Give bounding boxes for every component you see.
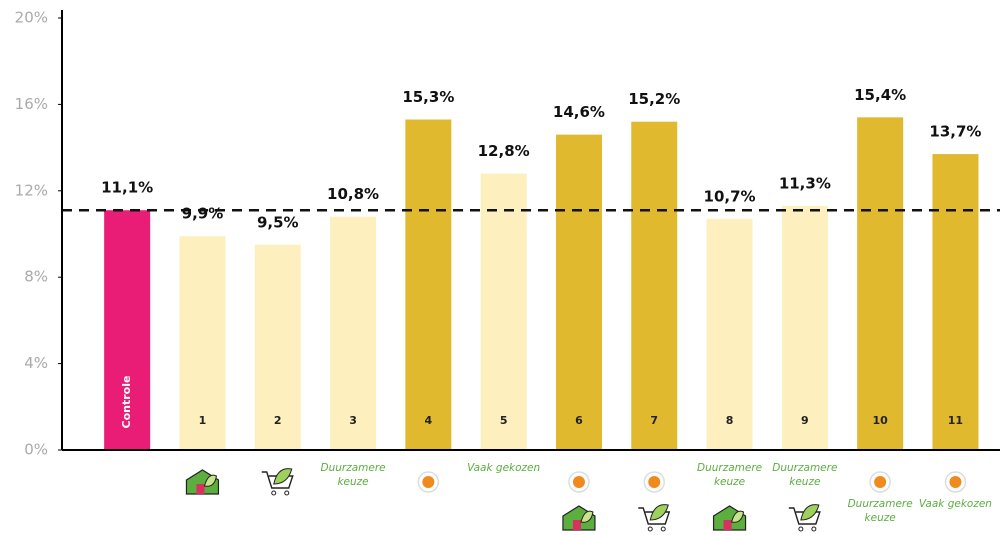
bar [706, 218, 753, 450]
value-label: 10,7% [704, 187, 756, 205]
cart-wheel [811, 526, 817, 532]
icon-cart [261, 468, 294, 496]
house-leaf [580, 510, 594, 523]
bar [480, 173, 527, 450]
icon-cart [788, 504, 821, 532]
house-leaf [203, 474, 218, 487]
cart-wheel [798, 526, 804, 532]
bar [405, 119, 452, 451]
bar-label: 6 [575, 414, 583, 427]
bar-note: Duurzamere keuze [772, 462, 838, 488]
value-label: 11,3% [779, 174, 831, 192]
bar-label: 4 [425, 414, 433, 427]
value-label: 14,6% [553, 103, 605, 121]
bar [330, 216, 377, 450]
icon-cart [638, 504, 671, 532]
bar-label: 5 [500, 414, 508, 427]
icon-dot [944, 471, 967, 493]
value-label: 15,3% [402, 88, 454, 106]
bar-note: Duurzamere keuze [696, 462, 763, 488]
icon-dot [643, 471, 665, 493]
bar-label: 10 [872, 414, 888, 427]
cart-wheel [284, 490, 290, 496]
value-label: 15,2% [628, 90, 680, 108]
value-label: 12,8% [478, 142, 530, 160]
y-tick-label: 8% [24, 268, 48, 286]
icon-dot [648, 476, 661, 488]
icon-dot [417, 471, 440, 493]
bar-note: Vaak gekozen [918, 498, 992, 510]
bar-label: Controle [120, 376, 133, 429]
bar [555, 134, 602, 450]
icon-house [712, 505, 747, 531]
bar [857, 117, 904, 451]
icon-dot [422, 476, 435, 488]
bar-label: 2 [274, 414, 282, 427]
house-leaf [730, 510, 745, 523]
value-label: 11,1% [101, 179, 153, 197]
y-tick-label: 0% [24, 441, 48, 459]
bar-label: 8 [726, 414, 734, 427]
icon-dot [568, 471, 590, 493]
bar-label: 3 [349, 414, 357, 427]
cart-leaf [800, 504, 820, 521]
bar-note: Vaak gekozen [467, 462, 541, 474]
value-label: 9,9% [182, 205, 224, 223]
cart-wheel [647, 526, 653, 532]
icon-dot [874, 476, 887, 488]
y-tick-label: 20% [15, 9, 48, 27]
icon-house [185, 469, 220, 495]
icon-house [562, 505, 596, 531]
y-tick-label: 16% [15, 95, 48, 113]
cart-leaf [273, 468, 293, 485]
bar [179, 236, 226, 450]
y-tick-label: 4% [24, 354, 48, 372]
icon-dot [949, 476, 962, 488]
value-label: 10,8% [327, 185, 379, 203]
y-tick-label: 12% [15, 181, 48, 199]
bar [104, 210, 151, 450]
bar-label: 9 [801, 414, 809, 427]
bar-label: 7 [650, 414, 658, 427]
value-label: 9,5% [257, 213, 299, 231]
bar [932, 154, 979, 450]
value-label: 15,4% [854, 86, 906, 104]
house-door [723, 520, 732, 530]
icon-dot [572, 476, 585, 488]
bar [631, 121, 678, 451]
bar-note: Duurzamere keuze [320, 462, 386, 488]
cart-leaf [649, 504, 669, 521]
house-door [196, 484, 205, 494]
bar [781, 205, 828, 450]
value-label: 13,7% [929, 123, 981, 141]
bar-label: 11 [948, 414, 963, 427]
bar [254, 244, 301, 450]
cart-wheel [660, 526, 666, 532]
cart-wheel [271, 490, 277, 496]
icon-dot [869, 471, 891, 493]
house-door [572, 520, 581, 530]
bar-note: Duurzamere keuze [847, 498, 913, 524]
bar-label: 1 [199, 414, 207, 427]
